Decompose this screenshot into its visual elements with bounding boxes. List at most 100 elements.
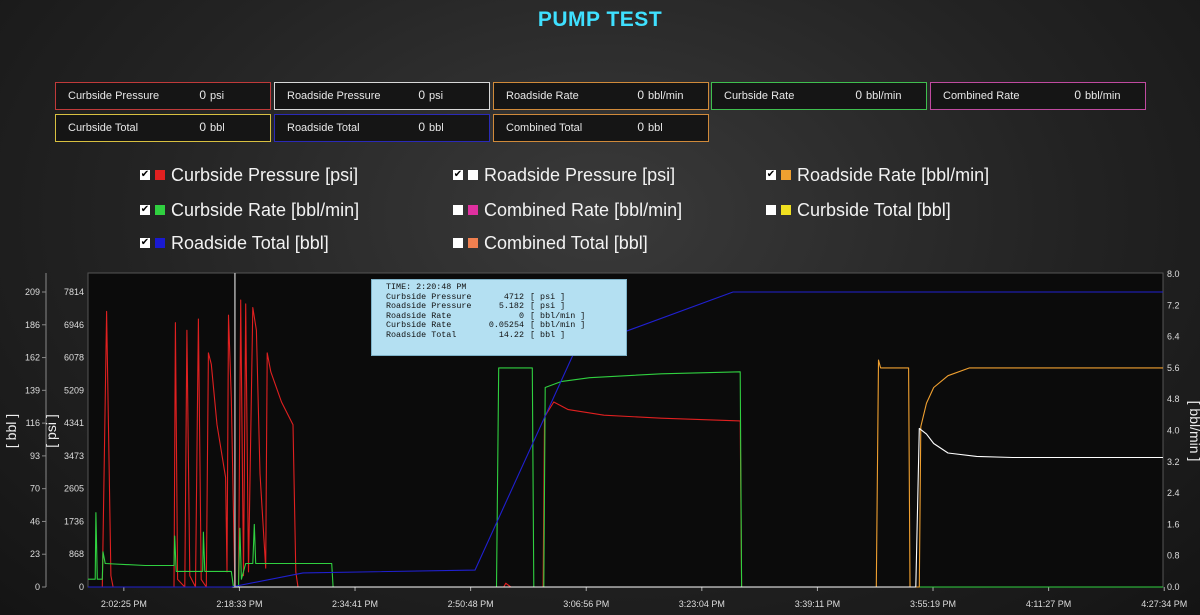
series-roadside_pressure (88, 427, 1163, 588)
bbl-tick-label: 93 (30, 451, 40, 461)
legend-item-roadside-rate[interactable]: ✔ Roadside Rate [bbl/min] (766, 163, 989, 187)
tooltip-row-value: 5.182 (498, 301, 524, 312)
chart[interactable]: 2:02:25 PM 2:18:33 PM 2:34:41 PM 2:50:48 PM… (0, 263, 1200, 615)
psi-tick-label: 7814 (64, 287, 84, 297)
psi-axis-title: [ psi ] (43, 414, 59, 447)
legend-swatch (468, 170, 478, 180)
legend-swatch (468, 238, 478, 248)
tooltip-row-name: Roadside Pressure (386, 301, 472, 312)
readout-unit: bbl (648, 122, 663, 134)
legend-checkbox[interactable]: ✔ (140, 237, 150, 248)
legend-item-curbside-total[interactable]: Curbside Total [bbl] (766, 198, 951, 222)
series-roadside_rate (88, 359, 1163, 588)
readout-combined-total: Combined Total 0 bbl (493, 114, 709, 142)
legend-checkbox[interactable] (453, 205, 463, 215)
readout-unit: bbl/min (866, 90, 902, 102)
readout-label: Roadside Total (287, 122, 360, 134)
bbl-tick-label: 139 (25, 385, 40, 395)
readout-combined-rate: Combined Rate 0 bbl/min (930, 82, 1146, 110)
tooltip-row-value: 0.05254 (488, 320, 524, 331)
legend-checkbox[interactable]: ✔ (140, 204, 150, 215)
readout-unit: bbl/min (648, 90, 684, 102)
psi-tick-label: 6078 (64, 353, 84, 363)
readout-unit: bbl (210, 122, 225, 134)
readout-label: Curbside Total (68, 122, 139, 134)
page-title: PUMP TEST (537, 8, 663, 31)
readout-value: 0 (199, 120, 206, 134)
rate-tick-label: 7.2 (1167, 300, 1180, 310)
chart-tooltip: TIME: 2:20:48 PM Curbside Pressure 4712 [ … (371, 279, 627, 356)
readout-value: 0 (418, 120, 425, 134)
bbl-tick-label: 209 (25, 287, 40, 297)
tooltip-row-unit: [ bbl/min ] (530, 320, 586, 331)
readout-label: Curbside Pressure (68, 90, 160, 102)
readout-curbside-rate: Curbside Rate 0 bbl/min (711, 82, 927, 110)
legend-item-combined-rate[interactable]: Combined Rate [bbl/min] (453, 198, 682, 222)
psi-tick-label: 3473 (64, 451, 84, 461)
tooltip-row: Roadside Total 14.22 [ bbl ] (386, 329, 626, 341)
legend-checkbox[interactable]: ✔ (140, 169, 150, 180)
tooltip-row-unit: [ bbl ] (530, 329, 566, 340)
readout-curbside-total: Curbside Total 0 bbl (55, 114, 271, 142)
legend-label: Roadside Rate [bbl/min] (797, 164, 990, 185)
psi-tick-label: 2605 (64, 484, 84, 494)
x-tick-label: 2:18:33 PM (216, 599, 262, 609)
legend-swatch (781, 170, 791, 180)
legend-label: Curbside Rate [bbl/min] (171, 199, 360, 220)
psi-tick-label: 6946 (64, 320, 84, 330)
psi-tick-label: 0 (79, 582, 84, 592)
tooltip-row-value: 0 (518, 310, 524, 321)
readout-value: 0 (637, 88, 644, 102)
x-tick-label: 3:23:04 PM (679, 599, 725, 609)
bbl-axis-title: [ bbl ] (3, 414, 19, 448)
x-tick-label: 3:55:19 PM (910, 599, 956, 609)
legend-item-roadside-total[interactable]: ✔ Roadside Total [bbl] (140, 231, 329, 255)
tooltip-row-value: 4712 (503, 291, 524, 302)
legend-item-curbside-rate[interactable]: ✔ Curbside Rate [bbl/min] (140, 198, 359, 222)
series-curbside_rate (88, 367, 1163, 588)
legend-swatch (155, 205, 165, 215)
tooltip-time: TIME: 2:20:48 PM (386, 282, 467, 292)
x-tick-label: 2:34:41 PM (332, 599, 378, 609)
readout-roadside-pressure: Roadside Pressure 0 psi (274, 82, 490, 110)
readout-value: 0 (1074, 88, 1081, 102)
x-tick-label: 2:50:48 PM (448, 599, 494, 609)
x-tick-label: 3:39:11 PM (795, 599, 840, 609)
tooltip-row: Roadside Rate 0 [ bbl/min ] (386, 310, 626, 322)
rate-tick-label: 3.2 (1167, 457, 1180, 467)
psi-tick-label: 1736 (64, 516, 84, 526)
readout-roadside-rate: Roadside Rate 0 bbl/min (493, 82, 709, 110)
psi-tick-label: 4341 (64, 418, 84, 428)
readout-value: 0 (855, 88, 862, 102)
legend-label: Combined Rate [bbl/min] (484, 199, 683, 220)
tooltip-row: Curbside Pressure 4712 [ psi ] (386, 291, 626, 303)
readout-label: Roadside Rate (506, 90, 579, 102)
legend-swatch (155, 170, 165, 180)
tooltip-row-name: Curbside Pressure (386, 291, 472, 302)
readout-unit: bbl (429, 122, 444, 134)
readout-unit: psi (210, 90, 225, 102)
psi-tick-label: 868 (69, 549, 84, 559)
tooltip-row: Curbside Rate 0.05254 [ bbl/min ] (386, 321, 626, 331)
legend-checkbox[interactable]: ✔ (766, 169, 776, 180)
readout-label: Combined Rate (943, 90, 1020, 102)
rate-tick-label: 0.0 (1167, 582, 1180, 592)
legend-item-roadside-pressure[interactable]: ✔ Roadside Pressure [psi] (453, 163, 675, 187)
tooltip-row-unit: [ psi ] (530, 301, 566, 312)
legend-checkbox[interactable] (766, 205, 776, 215)
readout-value: 0 (199, 88, 206, 102)
legend-checkbox[interactable] (453, 238, 463, 248)
readout-label: Combined Total (506, 122, 583, 134)
legend-item-curbside-pressure[interactable]: ✔ Curbside Pressure [psi] (140, 163, 358, 187)
bbl-tick-label: 23 (30, 549, 40, 559)
rate-tick-label: 6.4 (1167, 332, 1180, 342)
x-tick-label: 4:27:34 PM (1141, 599, 1187, 609)
readout-label: Roadside Pressure (287, 90, 381, 102)
legend-label: Curbside Pressure [psi] (171, 164, 359, 185)
rate-axis-title: [ bbl/min ] (1187, 401, 1200, 462)
tooltip-row-name: Roadside Total (386, 329, 457, 340)
rate-tick-label: 4.8 (1167, 394, 1180, 404)
legend-item-combined-total[interactable]: Combined Total [bbl] (453, 231, 648, 255)
legend-checkbox[interactable]: ✔ (453, 169, 463, 180)
legend-swatch (468, 205, 478, 215)
